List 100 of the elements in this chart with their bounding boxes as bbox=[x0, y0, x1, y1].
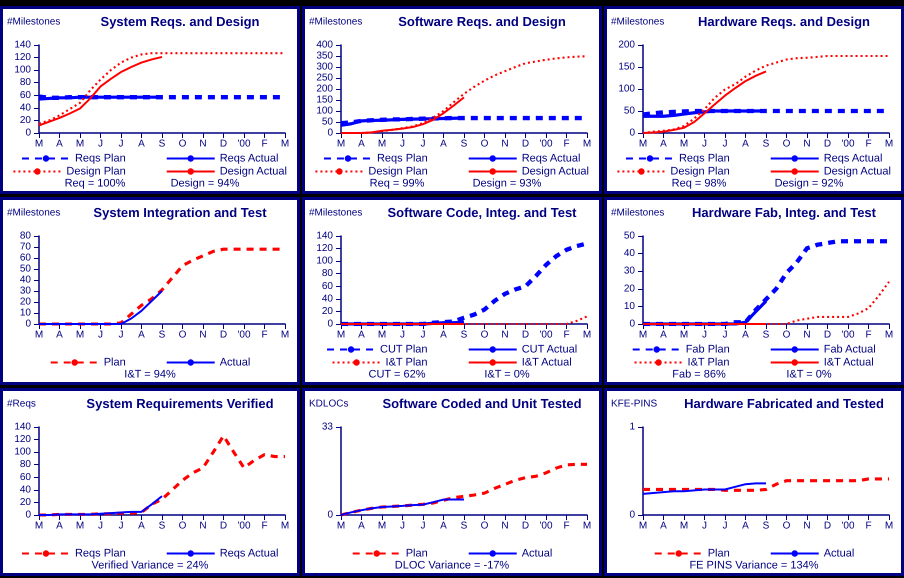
x-tick-label: S bbox=[762, 138, 770, 150]
chart-title: Hardware Fab, Integ. and Test bbox=[692, 205, 877, 220]
x-tick-label: D bbox=[824, 330, 832, 340]
x-tick-label: M bbox=[280, 330, 290, 340]
chart-title: Hardware Reqs. and Design bbox=[698, 14, 870, 29]
legend-label: I&T Actual bbox=[824, 356, 874, 368]
legend-label: Reqs Actual bbox=[522, 152, 580, 164]
x-tick-label: A bbox=[660, 330, 668, 340]
chart-title: Hardware Fabricated and Tested bbox=[684, 396, 884, 411]
x-tick-label: N bbox=[803, 330, 811, 340]
x-tick-label: J bbox=[400, 330, 405, 340]
legend-label: I&T Actual bbox=[522, 356, 572, 368]
x-tick-label: J bbox=[118, 138, 124, 150]
x-tick-label: J bbox=[118, 520, 124, 532]
x-tick-label: J bbox=[400, 138, 405, 150]
y-tick-label: 120 bbox=[14, 434, 32, 446]
x-tick-label: '00 bbox=[237, 138, 251, 150]
legend-label: Plan bbox=[406, 548, 428, 560]
y-tick-label: 40 bbox=[20, 274, 32, 286]
x-tick-label: F bbox=[261, 138, 268, 150]
line-series bbox=[38, 495, 163, 516]
chart-title: Software Code, Integ. and Test bbox=[388, 205, 578, 220]
x-tick-label: O bbox=[480, 138, 489, 150]
x-tick-label: M bbox=[582, 138, 592, 150]
y-tick-label: 30 bbox=[20, 286, 32, 296]
y-tick-label: 120 bbox=[14, 52, 32, 64]
x-tick-label: J bbox=[722, 138, 728, 150]
x-tick-label: J bbox=[420, 138, 426, 150]
x-tick-label: N bbox=[501, 138, 509, 150]
y-tick-label: 0 bbox=[25, 510, 32, 520]
y-axis-title: KDLOCs bbox=[309, 398, 348, 410]
y-tick-label: 0 bbox=[629, 318, 636, 330]
y-tick-label: 30 bbox=[624, 266, 636, 277]
x-tick-label: F bbox=[865, 520, 872, 532]
y-tick-label: 50 bbox=[624, 230, 636, 242]
x-tick-label: D bbox=[824, 520, 832, 532]
x-tick-label: N bbox=[803, 520, 811, 532]
x-tick-label: D bbox=[522, 330, 530, 340]
x-tick-label: S bbox=[158, 520, 166, 532]
y-axis-title: #Milestones bbox=[7, 208, 60, 218]
y-tick-label: 50 bbox=[322, 116, 334, 128]
x-tick-label: J bbox=[702, 138, 707, 150]
x-tick-label: O bbox=[480, 520, 489, 532]
y-tick-label: 100 bbox=[316, 106, 334, 116]
x-tick-label: N bbox=[501, 520, 509, 532]
x-tick-label: '00 bbox=[841, 330, 855, 340]
y-tick-label: 33 bbox=[322, 422, 334, 432]
y-tick-label: 70 bbox=[20, 242, 32, 252]
x-tick-label: M bbox=[378, 520, 386, 532]
x-tick-label: M bbox=[680, 330, 688, 340]
x-tick-label: N bbox=[501, 330, 509, 340]
legend-label: Fab Plan bbox=[686, 344, 730, 356]
y-tick-label: 80 bbox=[20, 459, 32, 470]
y-axis-title: #Milestones bbox=[309, 208, 362, 218]
legend-label: Design Actual bbox=[824, 166, 891, 178]
y-axis-title: #Milestones bbox=[7, 16, 60, 28]
x-tick-label: J bbox=[420, 520, 426, 532]
x-tick-label: N bbox=[199, 520, 207, 532]
legend-label: I&T Plan bbox=[386, 356, 428, 368]
x-tick-label: A bbox=[742, 138, 750, 150]
text: DLOC Variance = -17% bbox=[394, 560, 510, 572]
x-tick-label: A bbox=[358, 138, 366, 150]
x-tick-label: A bbox=[660, 520, 668, 532]
legend-label: Fab Actual bbox=[824, 344, 876, 356]
y-tick-label: 20 bbox=[624, 283, 636, 294]
y-tick-label: 0 bbox=[327, 318, 334, 330]
x-tick-label: A bbox=[440, 138, 448, 150]
y-tick-label: 40 bbox=[20, 102, 32, 114]
legend-label: CUT Actual bbox=[522, 344, 578, 356]
text: Verified Variance = 24% bbox=[92, 560, 209, 572]
legend-label: Reqs Actual bbox=[824, 152, 882, 164]
x-tick-label: '00 bbox=[237, 520, 251, 532]
x-tick-label: M bbox=[680, 138, 688, 150]
line-series bbox=[38, 290, 163, 325]
y-tick-label: 80 bbox=[322, 268, 334, 280]
chart-title: Software Reqs. and Design bbox=[398, 14, 566, 29]
x-tick-label: J bbox=[722, 520, 728, 532]
x-tick-label: O bbox=[178, 330, 187, 340]
x-tick-label: O bbox=[178, 138, 187, 150]
text: I&T = 0% bbox=[786, 368, 832, 380]
text: Req = 98% bbox=[672, 178, 727, 190]
x-tick-label: D bbox=[522, 520, 530, 532]
x-tick-label: A bbox=[138, 138, 146, 150]
x-tick-label: J bbox=[98, 330, 103, 340]
y-tick-label: 0 bbox=[327, 510, 334, 520]
chart-title: System Requirements Verified bbox=[86, 396, 274, 411]
y-tick-label: 40 bbox=[322, 293, 334, 304]
x-tick-label: A bbox=[440, 330, 448, 340]
y-tick-label: 40 bbox=[20, 484, 32, 496]
x-tick-label: M bbox=[582, 330, 592, 340]
x-tick-label: M bbox=[378, 138, 386, 150]
x-tick-label: A bbox=[440, 520, 448, 532]
y-tick-label: 0 bbox=[629, 510, 636, 520]
x-tick-label: F bbox=[563, 138, 570, 150]
x-tick-label: A bbox=[660, 138, 668, 150]
text: Design = 94% bbox=[170, 178, 240, 190]
x-tick-label: M bbox=[336, 330, 346, 340]
x-tick-label: '00 bbox=[539, 138, 553, 150]
legend-label: Design Actual bbox=[220, 166, 287, 178]
x-tick-label: M bbox=[336, 520, 346, 532]
